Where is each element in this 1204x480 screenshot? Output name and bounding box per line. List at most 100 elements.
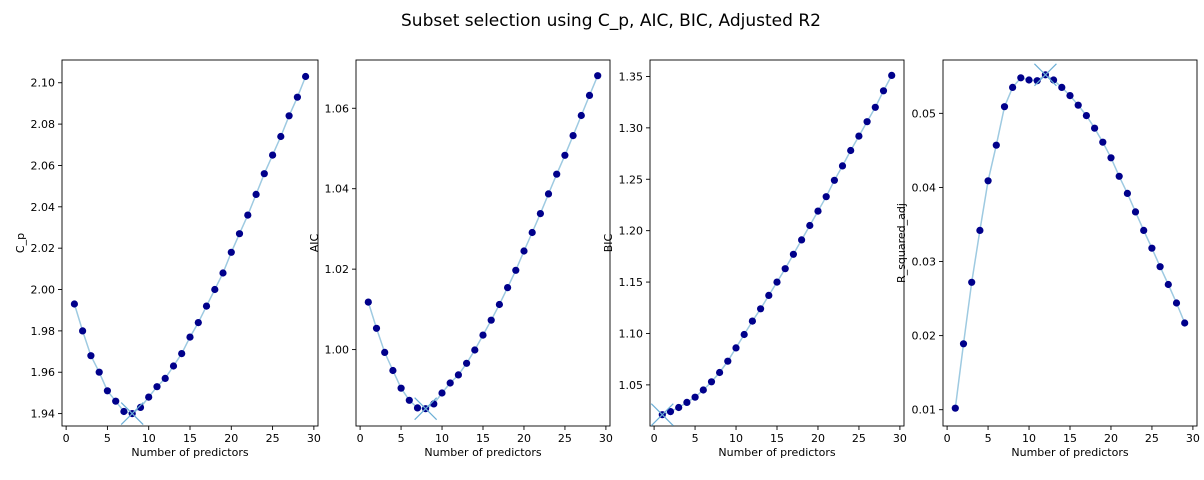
data-point [397,384,405,392]
plot-area [364,72,602,421]
y-tick-label: 2.06 [31,159,56,172]
data-point [235,230,244,238]
data-point [194,319,202,327]
series-line [367,75,599,410]
data-point [446,379,454,387]
data-point [1000,103,1009,111]
x-tick-label: 5 [985,432,992,445]
data-point [405,396,413,404]
data-point [773,278,781,286]
data-point [1107,154,1115,162]
data-point [79,327,87,335]
best-point-marker [650,403,674,426]
data-point [871,103,879,111]
data-point [888,71,896,79]
data-point [103,387,111,395]
data-point [984,177,992,185]
best-marker-stroke [650,403,674,426]
x-tick-label: 30 [307,432,321,445]
data-point [814,207,822,215]
data-point [293,93,301,101]
data-point [569,132,577,140]
data-point [594,72,602,80]
x-tick-label: 0 [63,432,70,445]
data-point [789,250,798,258]
y-tick-label: 1.30 [619,122,644,135]
x-tick-label: 20 [1104,432,1118,445]
y-tick-label: 1.05 [619,379,644,392]
data-point [1123,189,1131,197]
data-point [252,190,260,198]
y-tick-label: 1.96 [31,366,56,379]
data-point [757,305,765,313]
x-tick-label: 15 [476,432,490,445]
best-marker-stroke [414,397,438,421]
data-point [112,397,120,405]
x-axis-label: Number of predictors [1011,446,1128,459]
y-tick-label: 1.98 [31,325,56,338]
data-point [528,228,536,237]
data-point [413,404,422,412]
data-point [1181,319,1189,327]
data-point [968,278,976,286]
x-tick-label: 0 [944,432,951,445]
data-point [553,170,561,178]
data-point [1058,83,1066,91]
data-point [675,403,683,412]
x-tick-label: 15 [770,432,784,445]
y-tick-label: 0.02 [912,330,937,343]
y-tick-label: 1.15 [619,276,644,289]
data-point [1164,280,1172,289]
data-point [1131,208,1140,216]
data-point [847,146,855,155]
x-tick-label: 25 [1145,432,1159,445]
data-point [520,247,528,255]
plot-area [70,72,310,426]
best-point-marker [120,402,144,426]
axes-frame [942,59,1198,427]
best-marker-stroke [120,402,144,426]
x-tick-label: 20 [224,432,238,445]
data-point [838,162,847,170]
data-point [863,118,871,126]
y-tick-label: 1.10 [619,327,644,340]
data-point [211,285,219,294]
data-point [381,348,389,356]
data-point [959,340,968,348]
data-point [806,221,814,230]
y-tick-label: 1.00 [325,344,350,357]
data-point [285,112,293,120]
y-tick-label: 2.08 [31,118,56,131]
subplot-4: 0 5 10 15 20 25 30 0.01 0.02 0.03 0.04 0.05 Number o… [895,59,1200,459]
data-point [1066,92,1074,100]
data-point [87,352,95,360]
data-point [724,357,732,365]
data-point [479,331,487,339]
data-point [269,151,277,159]
data-point [765,291,773,299]
data-point [1156,263,1164,271]
x-tick-label: 30 [893,432,907,445]
data-point [740,330,748,339]
x-tick-label: 0 [651,432,658,445]
data-point [716,368,724,377]
subplot-1: 0 5 10 15 20 25 30 1.94 1.96 1.98 2.00 2.02 2.04 2.06… [14,59,321,459]
data-point [781,265,789,273]
x-tick-label: 10 [729,432,743,445]
y-axis-label: R_squared_adj [895,203,908,283]
data-point [136,403,145,411]
data-point [364,298,372,306]
data-point [585,91,594,99]
data-point [1115,172,1123,180]
data-point [178,350,186,358]
y-tick-label: 2.00 [31,284,56,297]
x-tick-label: 30 [1186,432,1200,445]
data-point [471,346,479,354]
data-point [822,193,830,201]
data-point [1074,101,1082,109]
data-point [1148,244,1156,252]
data-point [1091,124,1099,132]
data-point [463,359,471,367]
data-point [169,362,178,370]
